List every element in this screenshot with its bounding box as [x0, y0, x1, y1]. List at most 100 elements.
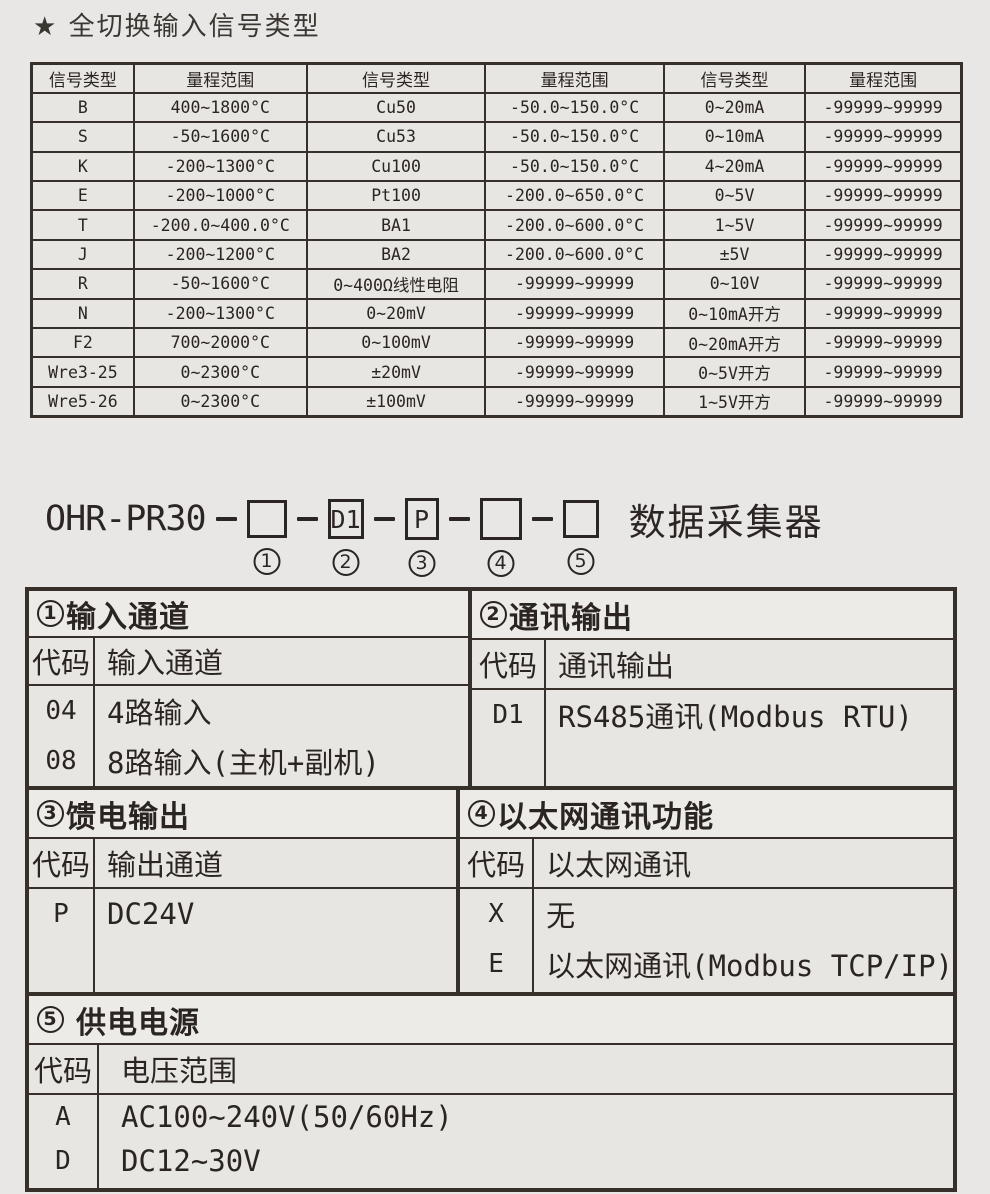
code-header: 代码 — [29, 638, 95, 684]
option-table-1-title: 1 输入通道 — [29, 591, 468, 639]
circled-number-1-icon: 1 — [253, 548, 281, 575]
options-row-3: 5 供电电源 代码 电压范围 A D AC100~240V(50/60Hz) D… — [29, 996, 953, 1188]
model-box-wrap-2: D1 2 — [327, 499, 364, 576]
signal-table-cell: -200~1000°C — [132, 180, 308, 212]
signal-table-cell: -50~1600°C — [132, 268, 308, 300]
dash-separator — [296, 517, 318, 521]
column-header-range-2: 量程范围 — [484, 62, 665, 94]
option-table-3-power-output: 3 馈电输出 代码 输出通道 P DC24V — [29, 790, 461, 992]
signal-table-body: B 400~1800°C Cu50 -50.0~150.0°C 0~20mA -99999… — [30, 91, 963, 418]
signal-table-row: J -200~1200°C BA2 -200.0~600.0°C ±5V -99999~9… — [30, 238, 963, 271]
signal-table-cell: 0~100mV — [305, 327, 487, 359]
desc-value: 无 — [546, 899, 576, 933]
signal-table-cell: 0~5V — [662, 180, 807, 212]
circled-number-4-icon: 4 — [468, 800, 496, 827]
signal-table-cell: BA1 — [305, 209, 487, 241]
signal-table-row: R -50~1600°C 0~400Ω线性电阻 -99999~99999 0~10V -9… — [30, 268, 963, 300]
signal-table-row: Wre5-26 0~2300°C ±100mV -99999~99999 1~5V开方 -… — [30, 385, 963, 418]
option-table-3-title-text: 馈电输出 — [66, 799, 190, 835]
dash-separator — [215, 517, 237, 521]
circled-number-1-icon: 1 — [37, 600, 64, 627]
desc-header: 以太网通讯 — [546, 848, 692, 882]
signal-table-cell: -99999~99999 — [804, 150, 963, 183]
option-table-2-title: 2 通讯输出 — [472, 591, 953, 640]
signal-table-cell: 0~20mA开方 — [662, 327, 807, 359]
desc-column: RS485通讯(Modbus RTU) — [546, 690, 953, 786]
dash-separator — [448, 517, 470, 521]
signal-table-cell: -99999~99999 — [804, 121, 963, 153]
model-box-wrap-5: 5 — [562, 500, 599, 575]
option-table-1-header: 代码 输入通道 — [29, 638, 468, 686]
option-table-5-header: 代码 电压范围 — [29, 1045, 953, 1095]
signal-table-cell: 1~5V开方 — [662, 385, 807, 418]
signal-table-cell: -99999~99999 — [484, 356, 665, 388]
signal-table-cell: 0~400Ω线性电阻 — [305, 268, 487, 300]
option-table-3-header: 代码 输出通道 — [29, 839, 457, 889]
desc-column: 无 以太网通讯(Modbus TCP/IP) — [534, 889, 953, 992]
model-box-1 — [246, 500, 287, 538]
option-table-5-title: 5 供电电源 — [29, 996, 953, 1045]
desc-header: 电压范围 — [121, 1054, 238, 1088]
signal-table-cell: -99999~99999 — [804, 91, 963, 124]
signal-table-row: B 400~1800°C Cu50 -50.0~150.0°C 0~20mA -99999… — [30, 91, 963, 124]
option-table-4-body: X E 无 以太网通讯(Modbus TCP/IP) — [460, 889, 953, 992]
column-header-range-3: 量程范围 — [804, 62, 963, 94]
signal-table-cell: 0~5V开方 — [662, 356, 807, 388]
signal-table-cell: 700~2000°C — [132, 327, 308, 359]
signal-table-row: K -200~1300°C Cu100 -50.0~150.0°C 4~20mA -999… — [30, 150, 963, 183]
signal-table-cell: -99999~99999 — [484, 268, 665, 300]
signal-table-cell: B — [30, 91, 135, 124]
code-column: X E — [460, 889, 535, 992]
signal-table-row: Wre3-25 0~2300°C ±20mV -99999~99999 0~5V开方 -9… — [30, 356, 963, 388]
option-table-1-body: 04 08 4路输入 8路输入(主机+副机) — [29, 686, 468, 786]
signal-table-cell: -99999~99999 — [804, 297, 963, 330]
signal-table-cell: -50.0~150.0°C — [484, 121, 665, 153]
signal-table-cell: 0~20mA — [662, 91, 807, 124]
section-title: ★ 全切换输入信号类型 — [33, 12, 321, 42]
desc-header: 通讯输出 — [558, 649, 675, 683]
signal-table-cell: -50~1600°C — [132, 121, 308, 153]
signal-table-cell: Pt100 — [305, 180, 487, 212]
circled-number-2-icon: 2 — [332, 549, 360, 576]
option-table-1-title-text: 输入通道 — [66, 599, 190, 635]
options-row-2: 3 馈电输出 代码 输出通道 P DC24V 4 以太网通讯功能 — [29, 790, 953, 996]
option-table-4-title: 4 以太网通讯功能 — [460, 790, 953, 839]
option-table-1-input-channels: 1 输入通道 代码 输入通道 04 08 4路输入 8路输入(主机+副机) — [29, 591, 472, 786]
signal-table-cell: 0~20mV — [305, 297, 487, 330]
signal-table-row: T -200.0~400.0°C BA1 -200.0~600.0°C 1~5V -999… — [30, 209, 963, 241]
signal-table-cell: -99999~99999 — [804, 385, 963, 418]
code-header: 代码 — [472, 640, 546, 688]
signal-table-cell: 0~10mA开方 — [662, 297, 807, 330]
code-value: D — [55, 1146, 71, 1176]
code-value: X — [488, 899, 504, 929]
signal-range-table: 信号类型 量程范围 信号类型 量程范围 信号类型 量程范围 B 400~1800°… — [30, 62, 963, 418]
signal-table-cell: -99999~99999 — [804, 180, 963, 212]
code-value: A — [55, 1102, 71, 1132]
signal-table-cell: 0~10mA — [662, 121, 807, 153]
signal-table-cell: 0~2300°C — [132, 385, 308, 418]
signal-table-cell: -99999~99999 — [804, 356, 963, 388]
desc-value: 4路输入 — [107, 696, 212, 730]
code-column: P — [29, 889, 95, 992]
model-box-wrap-3: P 3 — [404, 498, 439, 577]
option-table-2-body: D1 RS485通讯(Modbus RTU) — [472, 690, 953, 786]
code-header: 代码 — [460, 839, 535, 887]
column-header-signal-type-1: 信号类型 — [30, 62, 135, 94]
code-column: A D — [29, 1095, 99, 1188]
desc-value: RS485通讯(Modbus RTU) — [558, 700, 913, 734]
desc-value: 以太网通讯(Modbus TCP/IP) — [546, 949, 953, 983]
code-header: 代码 — [29, 839, 95, 887]
code-value: P — [53, 899, 69, 929]
signal-table-cell: Wre5-26 — [30, 385, 135, 418]
signal-table-cell: -200.0~600.0°C — [484, 209, 665, 241]
ordering-options-block: 1 输入通道 代码 输入通道 04 08 4路输入 8路输入(主机+副机) 2 — [25, 587, 957, 1192]
option-table-2-title-text: 通讯输出 — [509, 600, 633, 636]
signal-table-cell: J — [30, 238, 135, 271]
signal-table-cell: BA2 — [305, 238, 487, 271]
signal-table-cell: F2 — [30, 327, 135, 359]
code-column: 04 08 — [29, 686, 95, 786]
desc-value: DC24V — [107, 897, 195, 931]
column-header-signal-type-3: 信号类型 — [662, 62, 807, 94]
signal-table-cell: -99999~99999 — [804, 209, 963, 241]
